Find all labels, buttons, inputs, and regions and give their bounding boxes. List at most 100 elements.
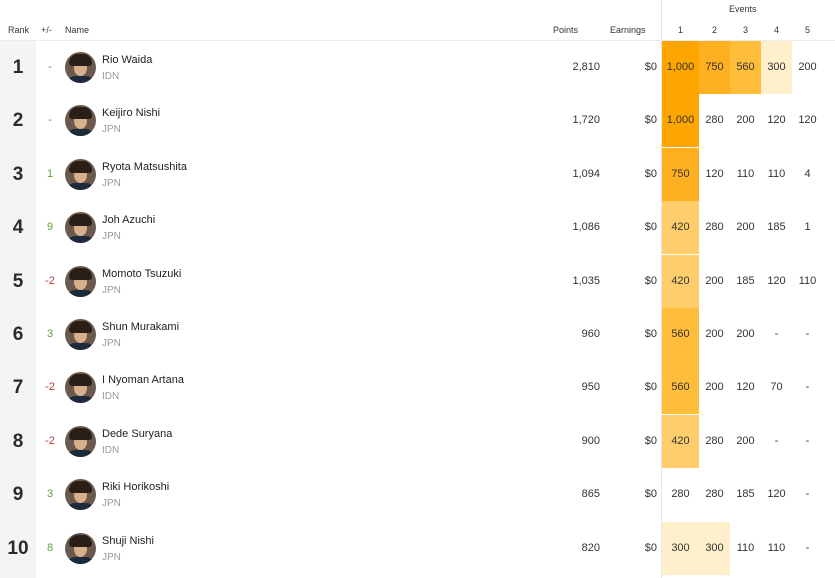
header-event-3[interactable]: 3 [743,25,749,35]
event-3-score: 110 [736,541,755,554]
rank-change: 8 [46,541,54,554]
event-1-score: 280 [671,488,690,501]
athlete-country: JPN [102,338,121,349]
table-row[interactable]: 2 - Keijiro Nishi JPN 1,720 $0 1,000 280 200 120 1… [0,94,835,148]
event-5-score: - [805,488,810,501]
event-5-score: 4 [804,167,811,180]
avatar[interactable] [65,372,96,404]
header-event-1[interactable]: 1 [678,25,684,35]
rank-number: 3 [12,163,24,185]
event-3-score: 200 [736,328,755,340]
event-4-score: 300 [761,41,792,94]
header-earnings[interactable]: Earnings [610,25,646,35]
event-2-score: 280 [705,114,724,127]
points-value: 2,810 [572,61,600,73]
athlete-name[interactable]: Ryota Matsushita [102,160,187,173]
table-row[interactable]: 10 8 Shuji Nishi JPN 820 $0 300 300 110 110 - [0,521,835,575]
header-event-5[interactable]: 5 [805,25,811,35]
athlete-name[interactable]: Joh Azuchi [102,214,156,227]
event-3-score: 185 [736,274,755,287]
header-event-2[interactable]: 2 [712,25,718,35]
avatar[interactable] [65,212,96,244]
points-value: 960 [581,328,600,340]
athlete-name[interactable]: Shuji Nishi [102,534,154,547]
table-row[interactable]: 9 3 Riki Horikoshi JPN 865 $0 280 280 185 120 - [0,468,835,521]
athlete-country: IDN [102,444,120,456]
event-2-score: 280 [705,488,724,501]
event-1-score: 300 [662,521,699,575]
rank-change: 3 [46,328,54,340]
earnings-value: $0 [644,381,657,394]
points-value: 1,086 [572,221,600,234]
rank-number: 7 [12,377,24,399]
rank-number: 8 [12,430,24,452]
header-rank[interactable]: Rank [8,25,30,35]
header-event-4[interactable]: 4 [774,25,780,35]
rank-change: 1 [46,167,54,180]
points-value: 865 [581,488,600,501]
event-2-score: 200 [705,381,724,394]
athlete-name[interactable]: Riki Horikoshi [102,481,170,494]
table-row[interactable]: 6 3 Shun Murakami JPN 960 $0 560 200 200 - - [0,308,835,361]
avatar[interactable] [65,425,96,457]
athlete-name[interactable]: Momoto Tsuzuki [102,267,182,280]
earnings-value: $0 [644,434,657,447]
event-4-score: 70 [770,381,783,394]
event-2-score: 120 [705,167,724,180]
event-1-score: 1,000 [662,94,699,148]
events-divider [661,0,662,578]
table-row[interactable]: 5 -2 Momoto Tsuzuki JPN 1,035 $0 420 200 185 120 1… [0,254,835,308]
rank-change: 3 [46,488,54,501]
header-delta[interactable]: +/- [41,25,52,35]
event-2-score: 200 [705,274,724,287]
event-4-score: - [774,328,779,340]
avatar[interactable] [65,319,96,350]
earnings-value: $0 [644,328,657,340]
rank-number: 5 [12,270,24,292]
event-3-score: 200 [736,434,755,447]
athlete-country: JPN [102,231,121,243]
event-5-score: 120 [798,114,817,127]
table-row[interactable]: 1 - Rio Waida IDN 2,810 $0 1,000 750 560 300 200 [0,41,835,94]
event-4-score: 120 [767,274,786,287]
event-3-score: 110 [736,167,755,180]
rank-change: -2 [45,274,55,287]
athlete-name[interactable]: Shun Murakami [102,321,180,333]
table-row[interactable]: 7 -2 I Nyoman Artana IDN 950 $0 560 200 120 70 - [0,361,835,415]
athlete-country: JPN [102,551,121,563]
event-4-score: 110 [767,541,786,554]
athlete-name[interactable]: Dede Suryana [102,427,173,440]
table-row[interactable]: 8 -2 Dede Suryana IDN 900 $0 420 280 200 - - [0,414,835,468]
points-value: 900 [581,434,600,447]
rank-number: 10 [7,537,29,559]
event-1-score: 750 [662,147,699,201]
athlete-name[interactable]: Rio Waida [102,54,153,66]
header-name[interactable]: Name [65,25,90,35]
avatar[interactable] [65,52,96,83]
table-row[interactable]: 4 9 Joh Azuchi JPN 1,086 $0 420 280 200 185 1 [0,201,835,255]
event-1-score: 420 [662,414,699,468]
earnings-value: $0 [644,167,657,180]
athlete-name[interactable]: I Nyoman Artana [102,374,184,387]
table-row[interactable]: 3 1 Ryota Matsushita JPN 1,094 $0 750 120 110 110… [0,147,835,201]
avatar[interactable] [65,265,96,297]
event-5-score: - [805,381,810,394]
avatar[interactable] [65,158,96,190]
avatar[interactable] [65,532,96,564]
header-events: Events [729,4,757,14]
event-3-score: 560 [730,41,761,94]
athlete-country: IDN [102,391,120,403]
avatar[interactable] [65,105,96,137]
athlete-name[interactable]: Keijiro Nishi [102,107,161,120]
rank-change: - [48,114,52,127]
event-4-score: - [774,434,779,447]
event-2-score: 280 [705,434,724,447]
athlete-country: JPN [102,177,121,189]
event-2-score: 300 [699,521,730,575]
avatar[interactable] [65,479,96,511]
rank-number: 6 [12,324,24,345]
rank-number: 4 [12,217,24,239]
header-points[interactable]: Points [553,25,579,35]
event-3-score: 200 [736,114,755,127]
event-4-score: 110 [767,167,786,180]
